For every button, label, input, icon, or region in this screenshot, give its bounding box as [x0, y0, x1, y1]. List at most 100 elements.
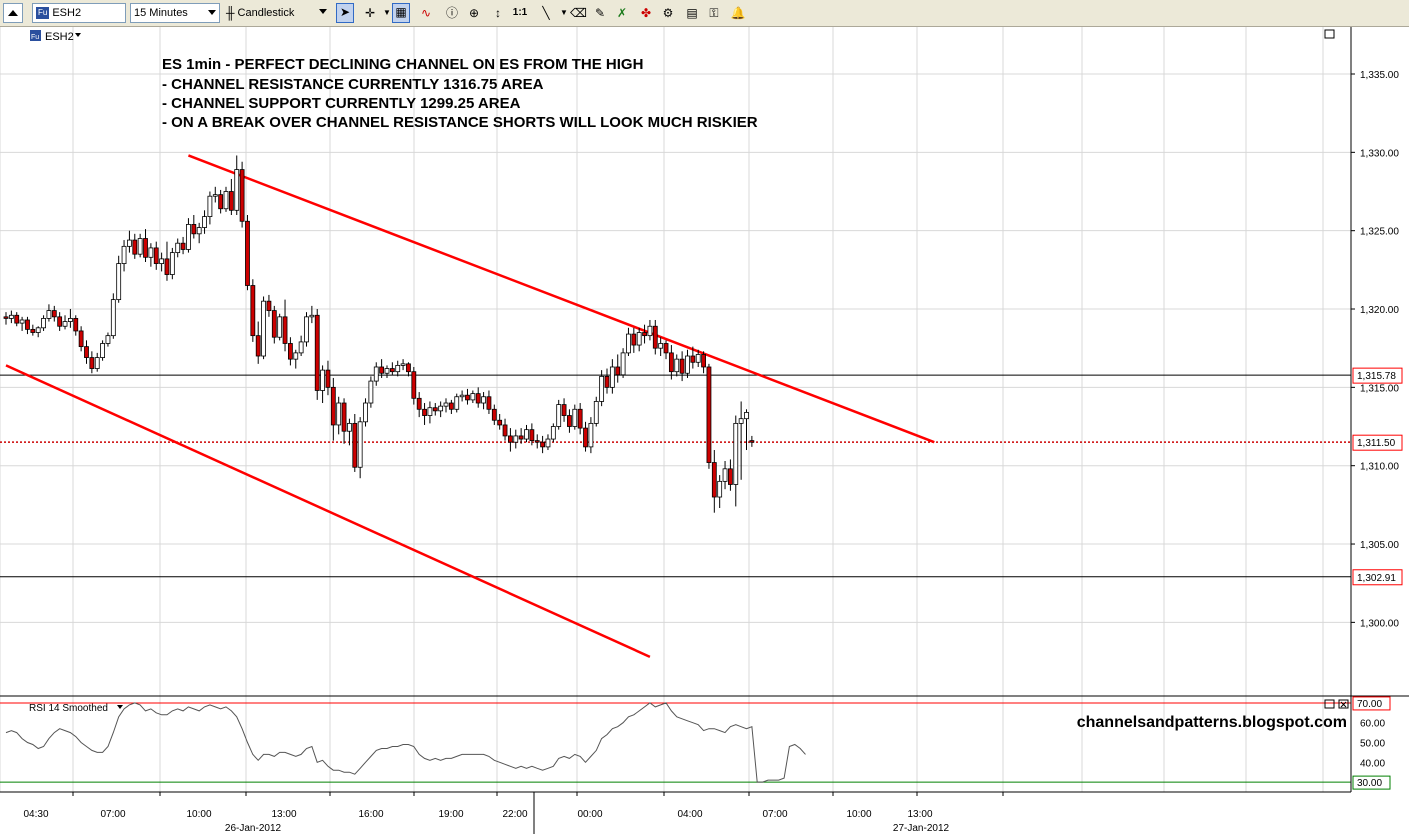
candle-body	[191, 224, 197, 235]
candle-body	[540, 441, 545, 448]
candle-body	[518, 435, 524, 440]
annotation-line: - CHANNEL SUPPORT CURRENTLY 1299.25 AREA	[162, 95, 521, 112]
channel-resistance-line	[187, 154, 935, 444]
triangle-up-icon	[8, 10, 18, 16]
time-tick-label: 07:00	[100, 809, 125, 820]
rsi-level-label-box	[1352, 696, 1391, 711]
candle	[416, 392, 422, 418]
candle-body	[658, 343, 664, 349]
candle-body	[422, 408, 427, 416]
eraser-icon[interactable]: ⌫	[570, 6, 587, 20]
candle-body	[427, 407, 433, 416]
candle-body	[3, 316, 9, 319]
candle	[196, 222, 202, 244]
strategy-icon[interactable]: ⚙	[662, 6, 674, 20]
line-tool-icon[interactable]: ╲	[542, 6, 550, 20]
indicator-icon[interactable]: ∿	[420, 6, 432, 20]
line-dropdown-icon[interactable]: ▼	[560, 8, 568, 17]
rsi-tick-label: 50.00	[1360, 739, 1385, 750]
crosshair-icon[interactable]: ✛	[364, 6, 376, 20]
candle	[336, 396, 342, 435]
candle	[132, 233, 138, 259]
candle	[202, 210, 207, 234]
candle-body	[320, 369, 325, 391]
panel-header[interactable]: Fu ESH2	[30, 30, 81, 43]
candle	[78, 326, 84, 352]
candle	[497, 413, 503, 430]
candle	[207, 191, 213, 225]
pointer-icon[interactable]: ➤	[336, 3, 354, 23]
close-rsi-icon[interactable]	[1338, 699, 1349, 709]
candle	[186, 218, 191, 253]
time-tick-label: 16:00	[358, 809, 383, 820]
candle-body	[465, 394, 470, 401]
lock-icon[interactable]: ⚿	[709, 6, 719, 20]
candle	[652, 319, 658, 355]
maximize-rsi-icon[interactable]	[1324, 699, 1335, 709]
grid-icon[interactable]: ▦	[392, 3, 410, 23]
candle-body	[84, 346, 89, 358]
candle-body	[67, 318, 73, 322]
candle	[320, 365, 325, 404]
time-tick-label: 13:00	[271, 809, 296, 820]
candle	[282, 299, 288, 352]
candle	[314, 309, 320, 400]
candle-body	[266, 300, 272, 311]
candle-body	[223, 191, 229, 210]
rsi-header[interactable]: RSI 14 Smoothed	[29, 703, 123, 714]
maximize-panel-icon[interactable]	[1324, 29, 1335, 39]
chevron-down-icon	[117, 705, 123, 709]
candle	[443, 398, 449, 413]
bell-icon[interactable]: 🔔	[730, 6, 746, 20]
candle	[524, 424, 529, 443]
candle-body	[733, 422, 739, 485]
candle	[35, 326, 41, 338]
date-label: 27-Jan-2012	[893, 823, 950, 834]
candle-body	[454, 396, 460, 410]
rsi-tick-label: 60.00	[1360, 719, 1385, 730]
alert-icon[interactable]: ✤	[640, 6, 652, 20]
candle-body	[19, 319, 25, 324]
candle	[234, 155, 240, 216]
zoom-icon[interactable]: ⊕	[468, 6, 480, 20]
interval-dropdown[interactable]: 15 Minutes	[130, 3, 220, 23]
scroll-up-button[interactable]	[3, 3, 23, 23]
candle	[309, 305, 315, 324]
candle	[583, 421, 588, 452]
candle-body	[250, 285, 256, 337]
candle	[685, 349, 690, 378]
candle	[744, 409, 749, 451]
candle	[293, 349, 299, 369]
scale-icon[interactable]: ↕	[495, 6, 501, 20]
candle	[25, 316, 30, 335]
price-tick-label: 1,310.00	[1360, 462, 1399, 473]
candle-body	[524, 429, 529, 440]
candle	[116, 255, 122, 303]
candle-body	[395, 365, 401, 373]
time-axis: 04:30 07:00 10:00 13:00 16:00 19:00 22:00 00:00…	[23, 792, 1004, 834]
candle	[271, 305, 277, 344]
candle	[250, 279, 256, 342]
data-box-icon[interactable]: ⓘ	[445, 6, 458, 20]
tools-icon[interactable]: ✗	[616, 6, 628, 20]
candle	[8, 310, 14, 324]
candle-body	[604, 375, 610, 388]
price-labels: 1,315.78 1,311.50 1,302.91	[1352, 367, 1403, 586]
candle	[609, 359, 615, 394]
crosshair-dropdown-icon[interactable]: ▼	[383, 8, 391, 17]
candle-body	[169, 252, 175, 275]
candle	[341, 398, 347, 444]
candle-body	[202, 216, 207, 228]
candle-body	[636, 332, 642, 346]
candle-body	[373, 366, 379, 382]
stamp-icon[interactable]: ✎	[594, 6, 606, 20]
rsi-level-label: 70.00	[1357, 699, 1382, 710]
candle	[287, 337, 293, 366]
candle-body	[293, 352, 299, 360]
properties-icon[interactable]: ▤	[686, 6, 698, 20]
instrument-selector[interactable]: Fu ESH2	[32, 3, 126, 23]
candle-body	[309, 314, 315, 318]
chart-style-dropdown[interactable]: ╫ Candlestick	[226, 3, 330, 23]
ratio-button[interactable]: 1:1	[512, 7, 528, 18]
candle-body	[690, 355, 696, 363]
